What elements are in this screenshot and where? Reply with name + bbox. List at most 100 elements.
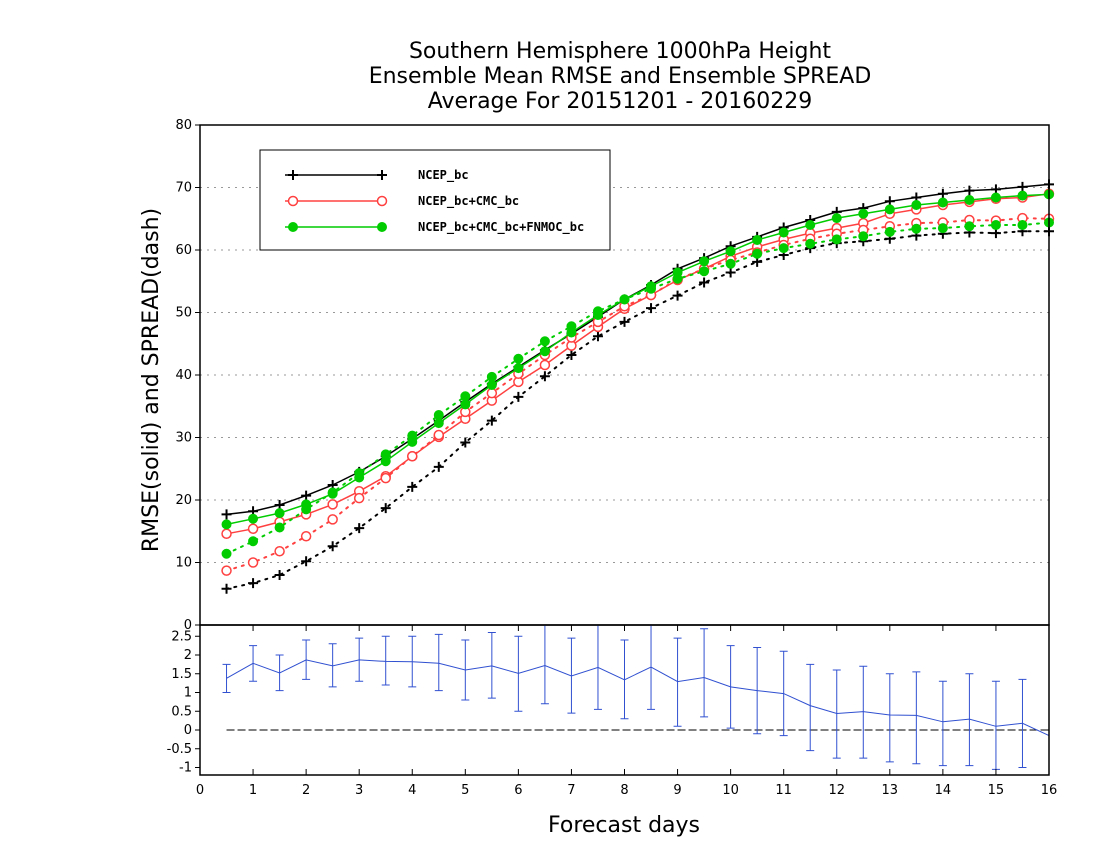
data-point: [672, 290, 683, 301]
data-point: [327, 487, 338, 498]
upper-panel: 0 10 20 30 40 50 60 70 80: [175, 118, 1055, 633]
legend-label: NCEP_bc: [418, 168, 469, 183]
y-tick-label: 20: [175, 493, 192, 508]
x-tick-label: 6: [514, 783, 522, 798]
data-point: [1017, 220, 1028, 230]
error-bar: [938, 680, 947, 767]
error-bar: [673, 637, 682, 727]
error-bar: [912, 671, 921, 765]
data-point: [752, 248, 763, 259]
data-point: [460, 391, 471, 402]
x-tick-label: 15: [988, 783, 1005, 798]
data-point: [221, 565, 232, 576]
data-point: [858, 208, 869, 219]
data-point: [327, 514, 338, 525]
data-point: [301, 556, 312, 567]
chart-title: Southern Hemisphere 1000hPa Height Ensem…: [369, 39, 872, 114]
x-tick-label: 10: [722, 783, 739, 798]
data-point: [248, 513, 259, 524]
data-point: [354, 523, 365, 534]
x-tick-label: 0: [196, 783, 204, 798]
error-bar: [806, 663, 815, 752]
data-point: [221, 583, 232, 594]
data-point: [699, 266, 710, 277]
data-point: [301, 490, 312, 501]
x-tick-label: 16: [1041, 783, 1058, 798]
data-point: [221, 528, 232, 539]
data-point: [407, 451, 418, 462]
data-point: [725, 267, 736, 278]
x-tick-label: 14: [935, 783, 952, 798]
data-point: [288, 222, 298, 232]
y-tick-label: 40: [175, 368, 192, 383]
legend-label: NCEP_bc+CMC_bc+FNMOC_bc: [418, 220, 584, 235]
data-point: [805, 220, 816, 230]
error-bar: [381, 635, 390, 686]
y-tick-label: -1: [179, 761, 192, 776]
data-point: [539, 359, 551, 371]
x-tick-label: 12: [828, 783, 845, 798]
data-point: [247, 557, 259, 568]
x-tick-label: 1: [249, 783, 257, 798]
x-tick-label: 9: [673, 783, 681, 798]
data-point: [990, 192, 1001, 203]
chart-title-line-3: Average For 20151201 - 20160229: [428, 89, 813, 114]
data-point: [937, 188, 948, 199]
data-point: [274, 546, 285, 557]
x-tick-label: 5: [461, 783, 469, 798]
error-bar: [487, 632, 496, 699]
error-bar: [328, 643, 337, 688]
error-bar: [832, 669, 841, 759]
data-point: [376, 195, 388, 207]
data-point: [377, 222, 387, 232]
data-point: [566, 321, 577, 332]
data-point: [380, 449, 391, 460]
legend: NCEP_bc NCEP_bc+CMC_bc NCEP_bc+CMC_bc+FNMO…: [259, 149, 611, 251]
x-tick-label: 11: [775, 783, 792, 798]
y-tick-label: 0: [184, 723, 192, 738]
data-point: [1017, 190, 1028, 201]
data-point: [646, 283, 657, 294]
data-point: [288, 170, 298, 180]
x-tick-label: 8: [620, 783, 628, 798]
data-point: [248, 536, 259, 547]
data-point: [287, 195, 299, 207]
data-point: [672, 273, 683, 284]
data-point: [646, 303, 657, 314]
data-point: [566, 350, 577, 360]
data-point: [221, 509, 232, 520]
x-tick-label: 4: [408, 783, 416, 798]
data-point: [300, 531, 312, 542]
data-point: [619, 294, 630, 305]
data-point: [884, 226, 895, 237]
data-point: [460, 437, 471, 448]
y-tick-label: 30: [175, 431, 192, 446]
data-point: [486, 415, 497, 426]
data-point: [274, 522, 285, 533]
data-point: [301, 504, 312, 515]
data-point: [539, 346, 550, 357]
data-point: [725, 258, 736, 269]
data-point: [274, 570, 285, 580]
y-tick-label: 80: [175, 118, 192, 133]
y-tick-label: 0: [184, 618, 192, 633]
data-point: [884, 204, 895, 215]
data-point: [407, 481, 418, 492]
error-bar: [965, 673, 974, 767]
legend-box: [259, 149, 611, 251]
data-point: [592, 331, 603, 342]
data-point: [778, 243, 789, 254]
data-point: [619, 316, 630, 327]
y-tick-label: 0.5: [171, 704, 192, 719]
x-axis-label: Forecast days: [548, 813, 700, 838]
data-point: [858, 231, 869, 242]
error-bar: [885, 673, 894, 763]
x-tick-label: 7: [567, 783, 575, 798]
error-bar: [540, 624, 549, 705]
x-tick-label: 13: [882, 783, 899, 798]
y-tick-label: 60: [175, 243, 192, 258]
y-tick-label: 1: [184, 686, 192, 701]
data-point: [407, 430, 418, 441]
data-point: [539, 336, 550, 347]
x-tick-label: 2: [302, 783, 310, 798]
